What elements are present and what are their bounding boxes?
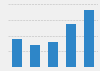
Bar [84,10,94,67]
Bar [66,24,76,67]
Bar [48,42,58,67]
Bar [30,45,40,67]
Bar [12,39,22,67]
